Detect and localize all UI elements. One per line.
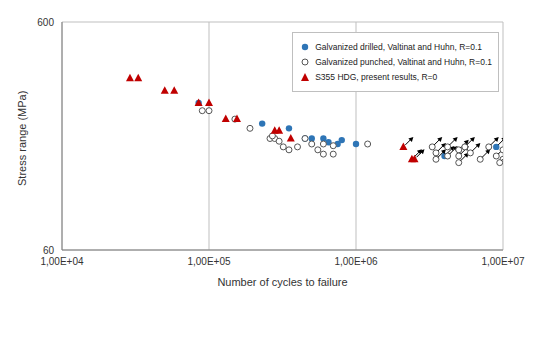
svg-text:1,00E+04: 1,00E+04: [40, 256, 84, 267]
html-text:Galvanized punched, Valtinat a: Galvanized punched, Valtinat and Huhn, R…: [315, 57, 492, 67]
svg-text:1,00E+05: 1,00E+05: [187, 256, 231, 267]
svg-text:Number of cycles to failure: Number of cycles to failure: [217, 276, 347, 288]
html-text:Galvanized drilled, Valtinat a: Galvanized drilled, Valtinat and Huhn, R…: [315, 42, 483, 52]
svg-text:1,00E+06: 1,00E+06: [334, 256, 378, 267]
svg-text:600: 600: [37, 17, 54, 28]
html-text:S355 HDG, present results, R=0: S355 HDG, present results, R=0: [315, 72, 438, 82]
svg-text:60: 60: [43, 245, 55, 256]
svg-text:Stress range (MPa): Stress range (MPa): [16, 91, 28, 186]
svg-text:1,00E+07: 1,00E+07: [481, 256, 525, 267]
